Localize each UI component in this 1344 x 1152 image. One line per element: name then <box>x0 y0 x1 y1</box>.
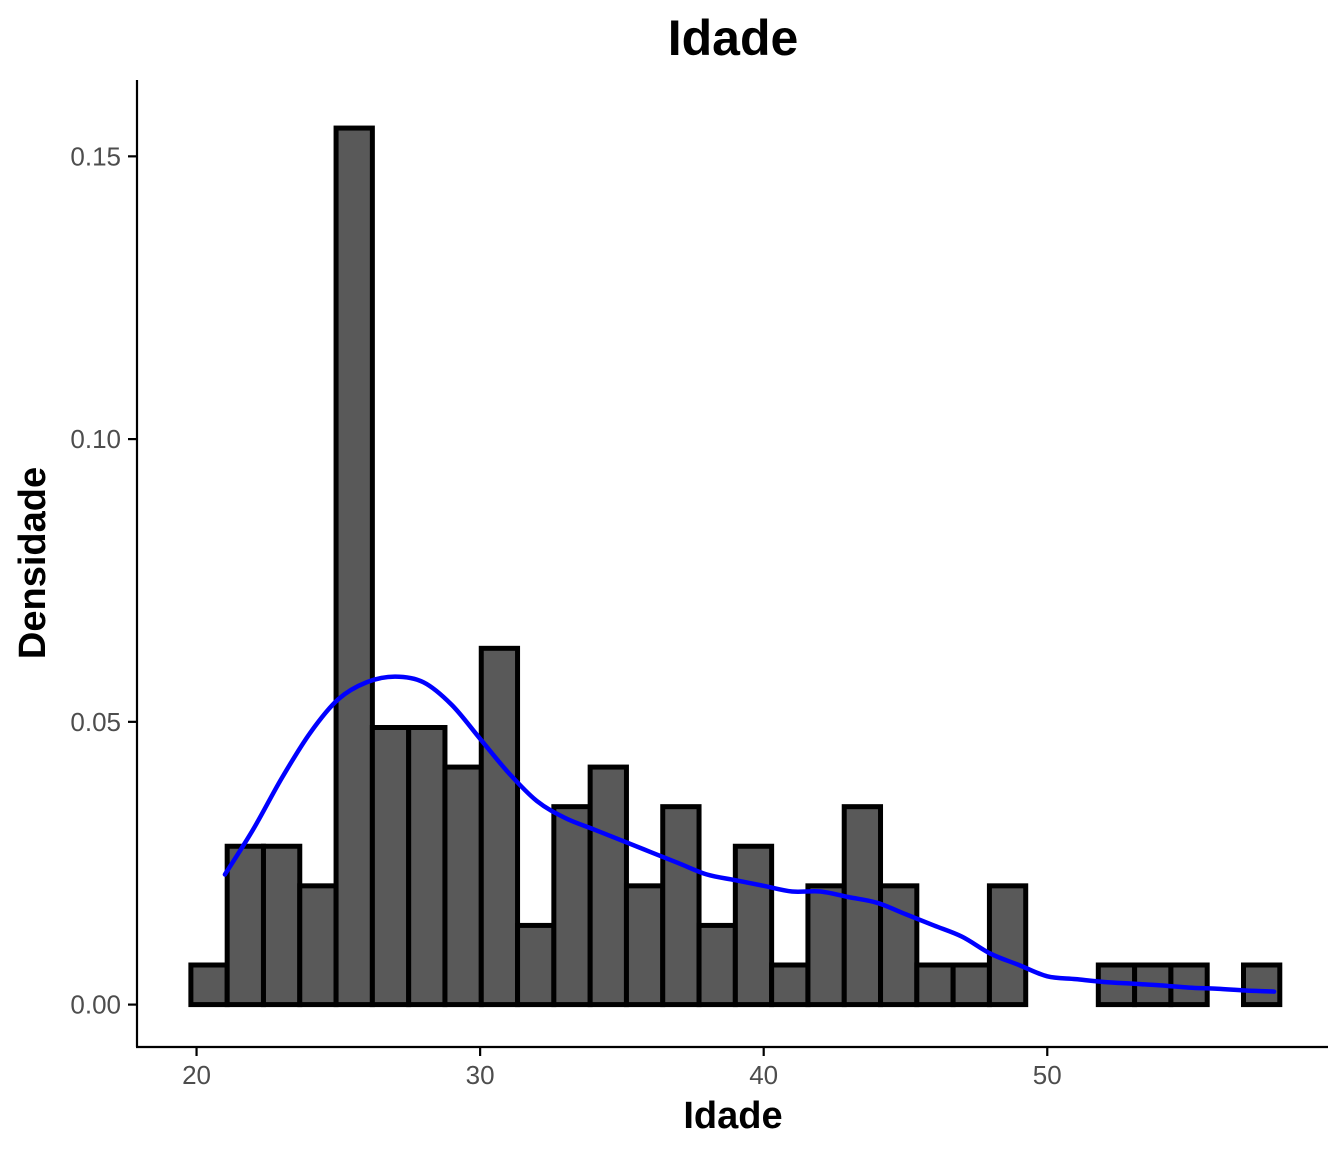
x-axis-title: Idade <box>683 1095 782 1137</box>
x-tick-label: 40 <box>749 1060 778 1090</box>
histogram-bar <box>660 804 702 1008</box>
histogram-bar <box>297 883 339 1008</box>
chart-title: Idade <box>668 10 799 66</box>
histogram-bar <box>478 645 521 1008</box>
histogram-bar <box>551 804 593 1008</box>
histogram-bars <box>188 125 1283 1008</box>
histogram-bar <box>769 962 811 1008</box>
histogram-bar <box>224 843 266 1008</box>
histogram-bar <box>333 125 375 1008</box>
histogram-bar <box>841 804 884 1008</box>
histogram-bar <box>587 764 629 1008</box>
histogram-bar <box>696 922 738 1008</box>
histogram-bar <box>732 843 775 1008</box>
histogram-bar <box>986 883 1029 1008</box>
histogram-bar <box>442 764 484 1008</box>
y-tick-label: 0.10 <box>70 424 121 454</box>
histogram-bar <box>1240 962 1283 1008</box>
histogram-bar <box>260 843 303 1008</box>
histogram-bar <box>914 962 956 1008</box>
histogram-bar <box>369 724 412 1008</box>
x-axis-ticks: 20 30 40 50 <box>182 1047 1062 1090</box>
histogram-bar <box>805 883 847 1008</box>
y-axis-title: Densidade <box>12 467 54 659</box>
x-tick-label: 30 <box>466 1060 495 1090</box>
y-tick-label: 0.00 <box>70 990 121 1020</box>
y-tick-label: 0.15 <box>70 141 121 171</box>
histogram-bar <box>406 724 448 1008</box>
y-tick-label: 0.05 <box>70 707 121 737</box>
histogram-bar <box>515 922 557 1008</box>
histogram-bar <box>188 962 230 1008</box>
x-tick-label: 50 <box>1033 1060 1062 1090</box>
y-axis-ticks: 0.00 0.05 0.10 0.15 <box>70 141 137 1020</box>
density-curve <box>222 674 1277 994</box>
histogram-bar <box>623 883 666 1008</box>
histogram-bar <box>950 962 992 1008</box>
x-tick-label: 20 <box>182 1060 211 1090</box>
